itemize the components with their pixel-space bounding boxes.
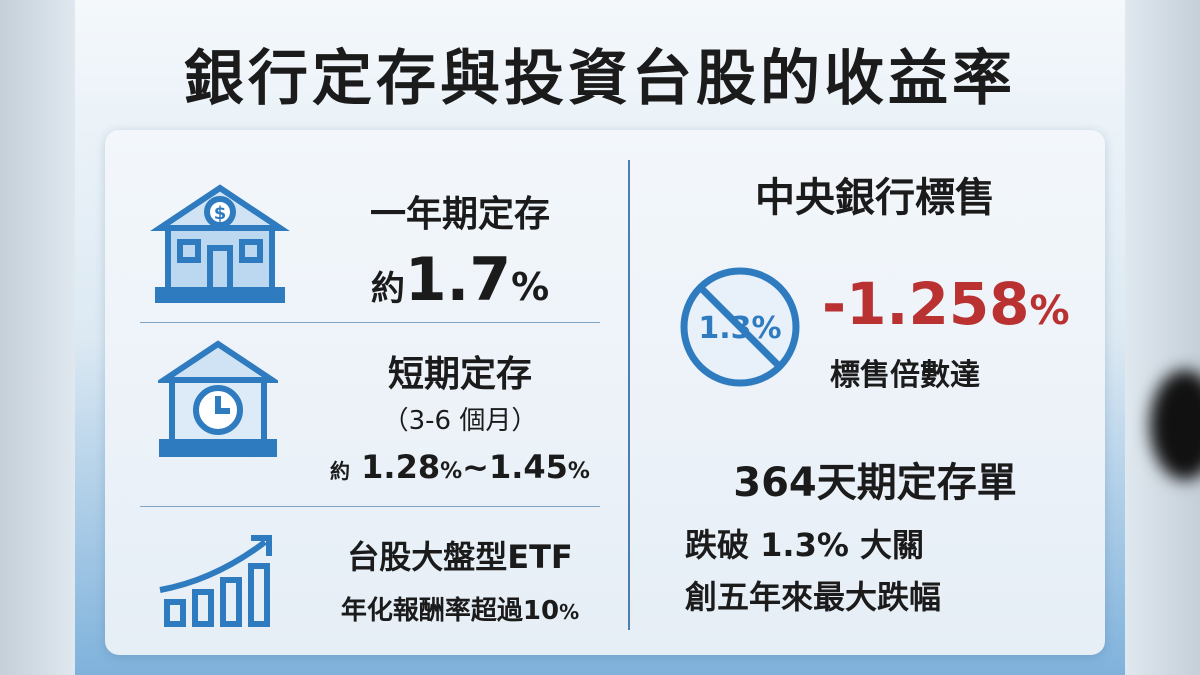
item-label: 短期定存: [387, 354, 532, 395]
title: 銀行定存與投資台股的收益率: [184, 44, 1016, 114]
card: [105, 130, 1105, 655]
unit: %: [440, 459, 463, 484]
growth-icon: [159, 535, 272, 627]
right-line: 創五年來最大跌幅: [685, 578, 942, 616]
item-label: 一年期定存: [369, 194, 550, 235]
right-value: -1.258%: [822, 270, 1070, 338]
shadow: [1150, 370, 1200, 480]
item-value: 約 1.28%~1.45%: [290, 448, 630, 486]
unit: %: [511, 265, 550, 309]
unit: %: [559, 600, 580, 624]
divider: [628, 160, 630, 630]
divider: [140, 506, 600, 507]
right-line: 跌破 1.3% 大關: [685, 526, 925, 564]
item-note: （3-6 個月）: [382, 406, 538, 436]
value: 1.28: [361, 448, 441, 486]
divider: [140, 322, 600, 323]
item-label: 台股大盤型ETF: [347, 538, 573, 576]
svg-text:$: $: [214, 203, 227, 224]
bank-icon: $: [150, 184, 290, 303]
clock-bank-icon: [158, 340, 278, 457]
prefix: 約: [330, 459, 351, 483]
no-icon: 1.3%: [680, 267, 800, 387]
prefix: 約: [370, 269, 405, 309]
value: 年化報酬率超過10: [340, 596, 560, 626]
unit: %: [567, 459, 590, 484]
value: 1.7: [404, 245, 512, 315]
value: ~1.45: [462, 448, 568, 486]
item-value: 年化報酬率超過10%: [290, 590, 630, 627]
value-caption: 標售倍數達: [830, 358, 980, 393]
right-heading: 中央銀行標售: [755, 175, 995, 221]
side-bar: [0, 0, 75, 675]
value: -1.258: [822, 270, 1030, 338]
unit: %: [1029, 288, 1070, 334]
side-bar: [1125, 0, 1200, 675]
right-subheading: 364天期定存單: [733, 460, 1017, 506]
item-value: 約1.7%: [300, 245, 620, 315]
